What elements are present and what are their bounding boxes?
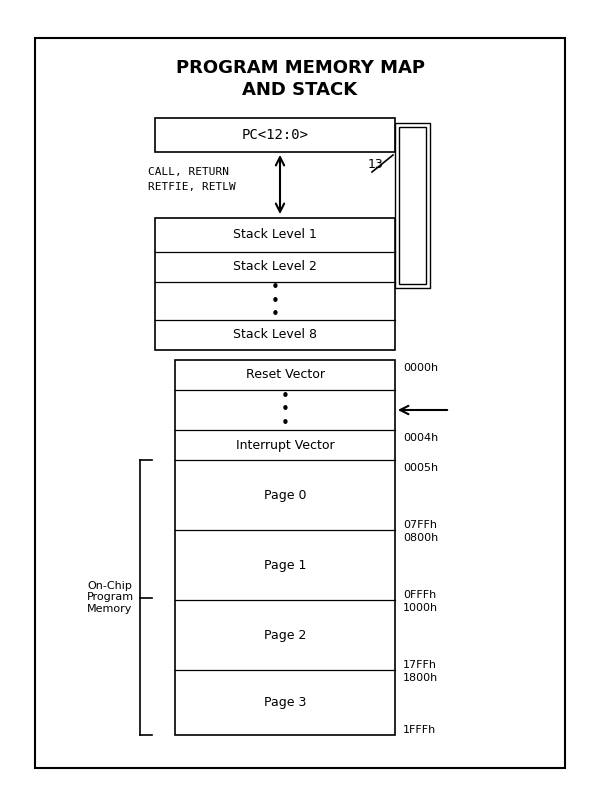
Text: 17FFh: 17FFh [403,660,437,670]
Text: 0FFFh: 0FFFh [403,590,436,600]
Text: 0800h: 0800h [403,533,438,543]
Text: 1FFFh: 1FFFh [403,725,436,735]
Text: •
•
•: • • • [281,389,289,431]
Bar [395,123,430,288]
Text: CALL, RETURN: CALL, RETURN [148,167,229,177]
Text: On-Chip
Program
Memory: On-Chip Program Memory [86,581,134,614]
Text: Reset Vector: Reset Vector [245,369,325,382]
Text: Page 2: Page 2 [264,629,306,642]
Text: 1000h: 1000h [403,603,438,613]
Text: 07FFh: 07FFh [403,520,437,530]
Bar [155,118,395,152]
Text: PC<12:0>: PC<12:0> [241,128,308,142]
Text: AND STACK: AND STACK [242,81,358,99]
Bar [155,218,395,350]
Text: 1800h: 1800h [403,673,438,683]
Text: Page 3: Page 3 [264,696,306,709]
Text: 0004h: 0004h [403,433,438,443]
Text: 13: 13 [368,158,384,170]
Text: Page 0: Page 0 [264,489,306,502]
Bar [399,127,426,284]
Text: Stack Level 2: Stack Level 2 [233,261,317,274]
Text: Interrupt Vector: Interrupt Vector [236,438,334,451]
Text: Stack Level 8: Stack Level 8 [233,329,317,342]
Text: 0000h: 0000h [403,363,438,373]
Text: •
•
•: • • • [271,280,280,322]
Text: Page 1: Page 1 [264,558,306,571]
Bar [35,38,565,768]
Text: 0005h: 0005h [403,463,438,473]
Bar [175,360,395,735]
Text: PROGRAM MEMORY MAP: PROGRAM MEMORY MAP [176,59,425,77]
Text: RETFIE, RETLW: RETFIE, RETLW [148,182,236,192]
Text: Stack Level 1: Stack Level 1 [233,229,317,242]
